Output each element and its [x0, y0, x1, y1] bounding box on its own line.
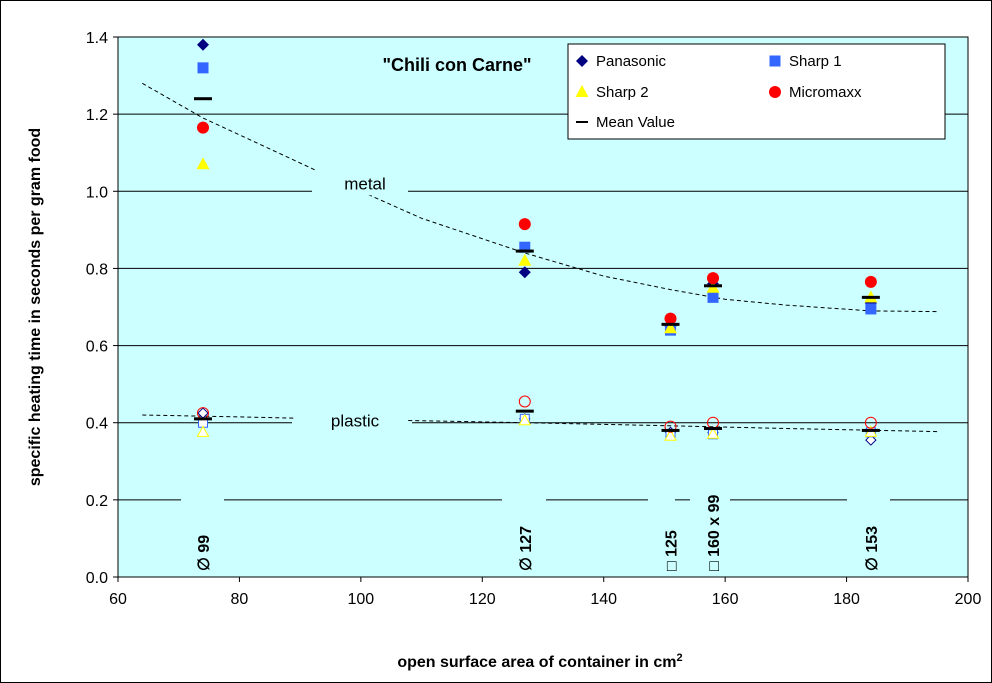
data-point	[707, 291, 719, 303]
data-point	[518, 218, 531, 231]
region-label-metal: metal	[344, 174, 386, 193]
x-tick-label: 180	[833, 591, 860, 608]
legend-item: Mean Value	[576, 114, 675, 131]
region-labels: metal plastic	[331, 174, 386, 430]
y-tick-label: 1.4	[86, 30, 108, 47]
x-axis-title-text: open surface area of container in cm	[397, 654, 676, 671]
container-label: □ 160 x 99	[706, 495, 723, 571]
data-point	[704, 427, 722, 430]
data-point	[664, 312, 677, 325]
legend-label: Sharp 1	[789, 53, 842, 70]
legend: Panasonic Sharp 1 Sharp 2 Micromaxx Mean Val…	[567, 43, 946, 140]
data-point	[864, 416, 877, 429]
legend-item: Sharp 1	[769, 53, 842, 70]
data-point	[664, 429, 677, 441]
container-label: ∅ 153	[864, 526, 881, 571]
x-tick-label: 200	[955, 591, 982, 608]
x-axis-title-superscript: 2	[677, 652, 683, 664]
data-point	[661, 322, 680, 326]
data-point	[518, 413, 532, 426]
data-point	[196, 157, 210, 170]
data-point	[707, 272, 719, 285]
legend-swatch	[576, 55, 588, 67]
tick-labels: 60 80 100 120 140 160 180 200 0.0 0.2 0.4 0.6 0.8 1.0…	[86, 30, 982, 608]
y-tick-label: 0.4	[86, 416, 108, 433]
series-mean-value-plastic	[194, 409, 880, 432]
data-point	[515, 409, 534, 413]
series-mean-value-metal	[194, 97, 880, 326]
y-tick-label: 1.2	[86, 107, 108, 124]
legend-swatch	[576, 121, 588, 123]
legend-label: Panasonic	[596, 53, 667, 70]
x-tick-label: 120	[469, 591, 496, 608]
data-point	[706, 427, 720, 439]
y-tick-label: 0.0	[86, 570, 108, 587]
data-point	[519, 241, 531, 253]
data-point	[861, 295, 880, 299]
series-micromaxx-metal	[197, 121, 877, 325]
data-point	[196, 425, 210, 437]
y-tick-label: 0.6	[86, 339, 108, 356]
data-point	[197, 38, 209, 51]
data-point	[194, 97, 212, 101]
legend-swatch	[575, 85, 589, 97]
plastic-label-mask	[296, 404, 408, 431]
data-point	[518, 395, 531, 408]
trend-lines	[142, 82, 938, 433]
data-point	[865, 303, 877, 315]
y-tick-label: 0.8	[86, 261, 108, 278]
chart-title: "Chili con Carne"	[382, 55, 531, 75]
legend-item: Sharp 2	[575, 84, 649, 101]
data-point	[704, 284, 722, 288]
data-marks	[194, 38, 880, 446]
data-point	[861, 428, 880, 432]
legend-item: Micromaxx	[769, 84, 862, 101]
legend-swatch	[769, 55, 781, 67]
trend-line-metal	[142, 82, 938, 313]
container-labels: ∅ 99 ∅ 127 □ 125 □ 160 x 99 ∅ 153	[196, 495, 881, 571]
x-tick-label: 80	[231, 591, 249, 608]
data-point	[664, 420, 677, 433]
container-label: □ 125	[664, 530, 681, 571]
legend-item: Panasonic	[576, 53, 667, 70]
data-point	[865, 434, 877, 446]
y-tick-label: 1.0	[86, 184, 108, 201]
x-tick-label: 100	[348, 591, 375, 608]
legend-label: Micromaxx	[789, 84, 862, 101]
data-point	[515, 249, 534, 253]
data-point	[664, 321, 677, 334]
x-tick-label: 60	[109, 591, 127, 608]
x-tick-label: 160	[712, 591, 739, 608]
legend-label: Mean Value	[596, 114, 675, 131]
data-point	[518, 266, 531, 279]
data-point	[661, 428, 680, 432]
data-point	[197, 121, 209, 134]
series-micromaxx-plastic	[197, 395, 877, 433]
y-axis-title: specific heating time in seconds per gra…	[27, 128, 44, 486]
y-tick-label: 0.2	[86, 493, 108, 510]
container-label: ∅ 99	[196, 535, 213, 571]
x-axis-title: open surface area of container in cm2	[397, 652, 682, 671]
axes	[113, 36, 969, 582]
data-point	[518, 253, 532, 266]
region-label-plastic: plastic	[331, 412, 380, 431]
data-point	[197, 62, 209, 74]
container-label: ∅ 127	[518, 526, 535, 571]
legend-label: Sharp 2	[596, 84, 649, 101]
legend-swatch	[769, 86, 781, 98]
data-point	[864, 275, 877, 288]
metal-label-mask	[316, 169, 404, 196]
legend-box	[567, 43, 946, 140]
x-tick-label: 140	[590, 591, 617, 608]
data-point	[194, 417, 212, 421]
